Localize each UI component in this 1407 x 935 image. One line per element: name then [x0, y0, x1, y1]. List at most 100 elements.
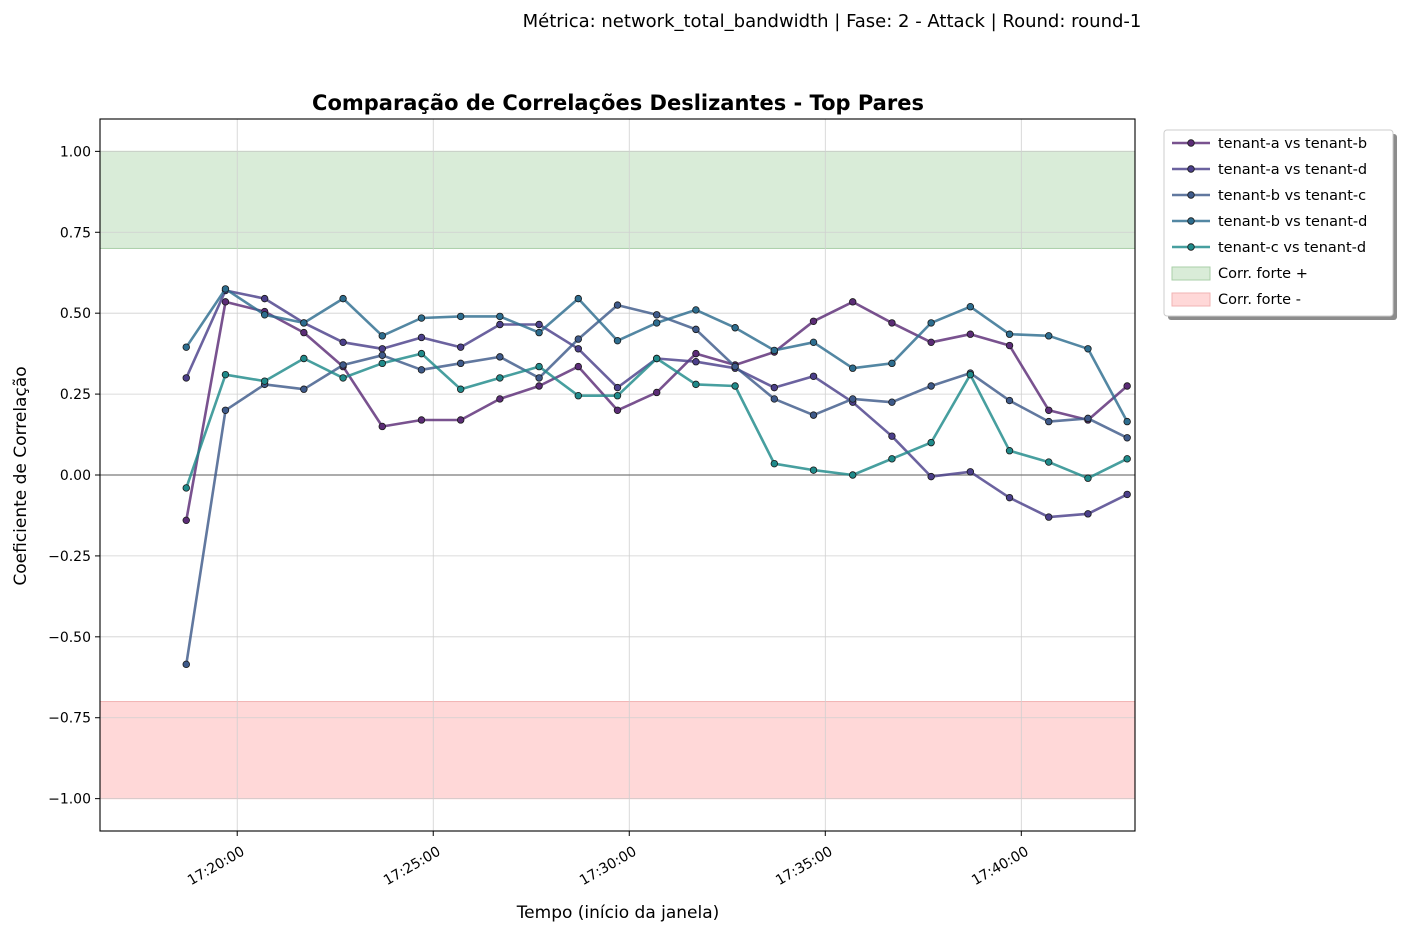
data-point — [339, 361, 347, 369]
data-point — [535, 320, 543, 329]
data-point — [300, 385, 308, 393]
data-point — [1123, 434, 1131, 442]
data-point — [809, 317, 818, 325]
data-point — [966, 370, 975, 379]
data-point — [182, 343, 190, 351]
x-tick-label: 17:30:00 — [577, 844, 639, 889]
data-point — [809, 411, 818, 419]
data-point — [574, 294, 582, 303]
data-point — [456, 312, 465, 321]
data-point — [417, 416, 426, 424]
legend: tenant-a vs tenant-b tenant-a vs tenant-d… — [1163, 129, 1397, 320]
data-point — [927, 472, 935, 481]
x-axis-label: Tempo (início da janela) — [516, 903, 720, 923]
data-point — [535, 328, 543, 337]
data-point — [300, 319, 308, 327]
data-point — [653, 388, 661, 397]
data-point — [496, 374, 504, 382]
data-point — [966, 330, 975, 338]
data-point — [339, 294, 347, 303]
data-point — [770, 459, 779, 468]
legend-entry-label: tenant-a vs tenant-b — [1218, 136, 1367, 152]
data-point — [692, 325, 700, 334]
data-point — [613, 383, 622, 392]
y-tick-label: −0.50 — [48, 630, 91, 646]
legend-swatch-marker — [1187, 191, 1195, 199]
data-point — [1045, 417, 1053, 426]
data-point — [417, 314, 426, 322]
data-point — [378, 359, 386, 368]
data-point — [888, 455, 896, 463]
data-point — [927, 319, 935, 327]
data-point — [1123, 382, 1131, 390]
data-point — [731, 362, 739, 371]
data-point — [849, 364, 857, 372]
data-point — [417, 349, 426, 358]
legend-swatch-marker — [1187, 243, 1195, 251]
data-point — [692, 349, 700, 358]
chart-title: Comparação de Correlações Deslizantes - … — [312, 91, 924, 115]
data-point — [496, 320, 504, 329]
data-point — [1123, 417, 1131, 426]
data-point — [770, 383, 779, 392]
data-point — [221, 406, 230, 414]
data-point — [456, 359, 465, 368]
series-3 — [182, 285, 1131, 426]
y-tick-label: 1.00 — [60, 144, 91, 160]
data-point — [888, 432, 896, 440]
legend-entry-label: tenant-a vs tenant-d — [1218, 162, 1367, 178]
data-point — [849, 395, 857, 403]
y-tick-label: 0.50 — [60, 306, 91, 322]
data-point — [692, 306, 700, 314]
data-point — [966, 303, 975, 311]
data-point — [260, 311, 269, 319]
data-point — [182, 660, 190, 669]
data-point — [496, 312, 504, 321]
data-point — [339, 374, 347, 382]
data-point — [260, 377, 269, 385]
data-point — [653, 311, 661, 319]
series-layer — [182, 285, 1131, 669]
data-point — [849, 471, 857, 479]
data-point — [496, 395, 504, 403]
data-point — [731, 324, 739, 332]
data-point — [1005, 341, 1014, 350]
plot-frame — [99, 118, 1136, 832]
data-point — [1045, 332, 1053, 340]
data-point — [574, 335, 582, 343]
legend-swatch-marker — [1187, 165, 1195, 173]
data-point — [1005, 447, 1014, 455]
y-axis-label: Coeficiente de Correlação — [11, 366, 31, 585]
data-point — [849, 298, 857, 306]
x-tick-label: 17:25:00 — [381, 844, 443, 889]
legend-swatch-band — [1171, 266, 1211, 281]
data-point — [182, 374, 190, 382]
legend-swatch-marker — [1187, 217, 1195, 225]
data-point — [496, 353, 504, 361]
data-point — [221, 370, 230, 379]
data-point — [378, 332, 386, 340]
chart-suptitle: Métrica: network_total_bandwidth | Fase:… — [523, 11, 1142, 32]
data-point — [221, 298, 230, 306]
data-point — [653, 319, 661, 327]
data-point — [613, 336, 622, 345]
data-point — [692, 380, 700, 389]
y-tick-label: 0.75 — [60, 225, 91, 241]
data-point — [535, 374, 543, 382]
legend-swatch-band — [1171, 292, 1211, 307]
data-point — [456, 343, 465, 351]
data-point — [888, 319, 896, 327]
data-point — [1005, 330, 1014, 338]
data-point — [613, 406, 622, 414]
x-tick-label: 17:40:00 — [969, 844, 1031, 889]
data-point — [613, 392, 622, 400]
legend-swatch-marker — [1187, 139, 1195, 147]
data-point — [339, 338, 347, 347]
data-point — [221, 285, 230, 293]
data-point — [378, 351, 386, 359]
band-1 — [99, 701, 1136, 800]
data-point — [731, 382, 739, 390]
y-tick-label: −0.75 — [48, 711, 91, 727]
y-tick-label: 0.00 — [60, 468, 91, 484]
data-point — [809, 466, 818, 474]
